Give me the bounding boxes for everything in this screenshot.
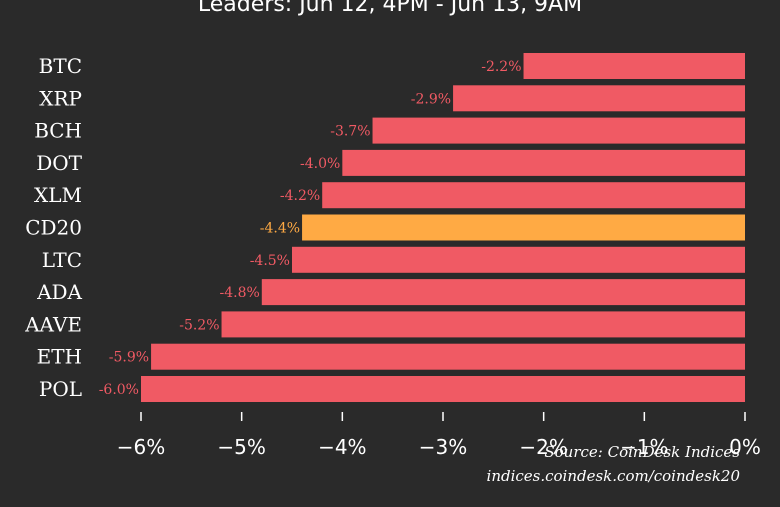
chart-title: Leaders: Jun 12, 4PM - Jun 13, 9AM — [197, 0, 583, 17]
bar-bch — [372, 117, 745, 144]
category-label-btc: BTC — [39, 54, 82, 78]
x-tick-label: −1% — [620, 435, 669, 459]
bar-btc — [523, 53, 745, 79]
bar-xrp — [453, 85, 745, 112]
category-label-dot: DOT — [36, 151, 82, 175]
value-label-xrp: -2.9% — [411, 91, 451, 107]
value-label-eth: -5.9% — [109, 350, 149, 366]
value-label-ltc: -4.5% — [250, 253, 290, 269]
value-label-btc: -2.2% — [481, 59, 521, 75]
x-tick-label: −5% — [217, 435, 266, 459]
bar-ada — [261, 279, 745, 306]
category-label-xlm: XLM — [34, 183, 82, 207]
category-label-cd20: CD20 — [25, 216, 82, 240]
x-tick-label: 0% — [729, 435, 761, 459]
category-label-ada: ADA — [36, 280, 82, 304]
value-label-bch: -3.7% — [330, 124, 370, 140]
category-label-pol: POL — [39, 377, 82, 401]
category-label-bch: BCH — [34, 119, 82, 143]
category-label-ltc: LTC — [42, 248, 82, 272]
bar-aave — [221, 311, 746, 338]
value-label-aave: -5.2% — [179, 317, 219, 333]
bar-xlm — [322, 182, 745, 209]
value-label-dot: -4.0% — [300, 156, 340, 172]
bar-eth — [151, 343, 746, 370]
x-tick-label: −3% — [419, 435, 468, 459]
category-label-eth: ETH — [37, 345, 82, 369]
x-tick-label: −2% — [519, 435, 568, 459]
bar-cd20 — [302, 214, 745, 241]
category-label-aave: AAVE — [24, 312, 82, 336]
category-label-xrp: XRP — [39, 86, 82, 110]
source-line: Source: CoinDesk Indices — [544, 443, 740, 461]
x-tick-label: −4% — [318, 435, 367, 459]
value-label-ada: -4.8% — [219, 285, 259, 301]
bar-ltc — [292, 246, 745, 273]
bar-pol — [141, 376, 745, 402]
value-label-xlm: -4.2% — [280, 188, 320, 204]
source-url: indices.coindesk.com/coindesk20 — [486, 467, 740, 485]
value-label-pol: -6.0% — [99, 382, 139, 398]
bar-dot — [342, 149, 745, 176]
x-tick-label: −6% — [117, 435, 166, 459]
value-label-cd20: -4.4% — [260, 221, 300, 237]
